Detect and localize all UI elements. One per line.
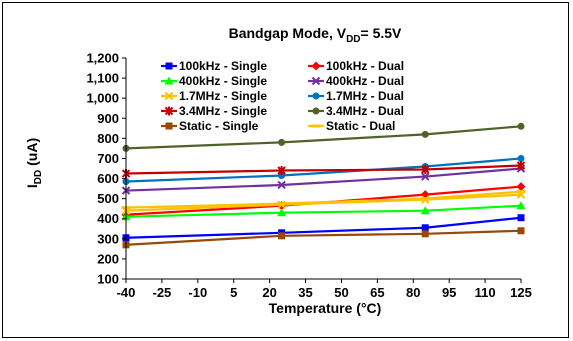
legend-swatch-marker: [312, 92, 320, 100]
data-point: [516, 160, 526, 170]
y-tick-label: 800: [97, 131, 119, 146]
data-point: [278, 138, 286, 146]
chart-title: Bandgap Mode, VDD= 5.5V: [229, 25, 402, 45]
data-point: [517, 154, 525, 162]
x-tick-label: -10: [188, 285, 207, 300]
y-tick-label: 500: [97, 191, 119, 206]
legend-entry: 3.4MHz - Single: [161, 104, 267, 118]
legend-entry: Static - Dual: [308, 119, 395, 133]
x-tick-label: 80: [406, 285, 420, 300]
legend-label: 1.7MHz - Dual: [326, 89, 404, 103]
data-point: [277, 202, 287, 206]
legend-swatch-marker: [164, 91, 174, 101]
legend-label: 3.4MHz - Dual: [326, 104, 404, 118]
data-point: [421, 130, 429, 138]
series-line: [125, 190, 522, 209]
y-tick-label: 900: [97, 111, 119, 126]
series-line: [125, 216, 522, 239]
data-point: [517, 214, 525, 222]
data-point: [420, 206, 430, 215]
data-point: [517, 227, 525, 235]
x-tick-label: -40: [117, 285, 136, 300]
legend-entry: Static - Single: [161, 119, 259, 133]
legend-entry: 3.4MHz - Dual: [308, 104, 404, 118]
data-point: [516, 190, 526, 194]
series-layer: [121, 122, 526, 249]
legend-swatch-marker: [164, 106, 174, 116]
x-tick-label: 20: [262, 285, 276, 300]
data-point: [421, 165, 430, 175]
y-tick-label: 300: [97, 231, 119, 246]
y-tick-labels: 100 200 300 400 500 600 700 800 900 1,000 1,100 1,2…: [86, 51, 119, 287]
series-line: [125, 229, 522, 246]
legend-swatch-marker: [312, 107, 320, 115]
legend-entry: 1.7MHz - Single: [161, 89, 267, 103]
legend-entry: 1.7MHz - Dual: [308, 89, 404, 103]
data-point: [277, 208, 287, 217]
data-point: [420, 197, 430, 201]
legend-label: 1.7MHz - Single: [179, 89, 267, 103]
data-point: [277, 180, 286, 190]
x-tick-label: -25: [153, 285, 172, 300]
data-point: [421, 172, 430, 181]
series-0: [122, 214, 525, 242]
y-tick-label: 400: [97, 211, 119, 226]
data-point: [421, 230, 429, 238]
data-point: [278, 172, 286, 180]
x-tick-label: 110: [475, 285, 496, 300]
series-line: [125, 185, 522, 216]
y-tick-label: 100: [97, 272, 119, 287]
x-tick-label: 50: [334, 285, 348, 300]
y-tick-label: 1,200: [86, 51, 119, 66]
legend-entry: 100kHz - Dual: [308, 59, 404, 73]
y-tick-label: 1,100: [86, 71, 119, 86]
data-point: [277, 166, 286, 176]
y-tick-label: 700: [97, 151, 119, 166]
x-tick-label: 95: [442, 285, 456, 300]
x-tick-label: 5: [230, 285, 237, 300]
legend-label: 100kHz - Dual: [326, 59, 404, 73]
legend-label: 3.4MHz - Single: [179, 104, 267, 118]
series-line: [125, 164, 522, 175]
legend-entry: 100kHz - Single: [161, 59, 267, 73]
legend-entry: 400kHz - Single: [161, 74, 267, 88]
x-tick-labels: -40 -25 -10 5 20 35 50 65 80 95 110 125: [117, 285, 532, 300]
y-tick-label: 1,000: [86, 91, 119, 106]
legend-swatch-marker: [311, 124, 321, 128]
series-line: [125, 167, 522, 192]
line-chart: Bandgap Mode, VDD= 5.5V 100kHz - Single 1…: [24, 25, 532, 316]
legend-label: Static - Dual: [326, 119, 395, 133]
x-tick-label: 125: [510, 285, 532, 300]
legend-swatch-marker: [164, 76, 174, 85]
y-axis-label: IDD (uA): [24, 138, 44, 188]
legend-swatch-marker: [311, 61, 321, 71]
y-tick-label: 200: [97, 251, 119, 266]
legend-label: Static - Single: [179, 119, 259, 133]
legend-label: 400kHz - Single: [179, 74, 267, 88]
legend-swatch-marker: [165, 122, 173, 130]
series-9: [121, 190, 526, 210]
data-point: [516, 201, 526, 210]
series-line: [125, 204, 522, 218]
data-point: [516, 182, 526, 192]
x-axis-label: Temperature (°C): [269, 300, 382, 316]
legend-entry: 400kHz - Dual: [308, 74, 404, 88]
legend: 100kHz - Single 100kHz - Dual 400kHz - Sin…: [161, 59, 404, 133]
y-tick-label: 600: [97, 171, 119, 186]
data-point: [278, 232, 286, 240]
x-tick-label: 65: [370, 285, 384, 300]
legend-label: 100kHz - Single: [179, 59, 267, 73]
data-point: [517, 122, 525, 130]
x-tick-label: 35: [298, 285, 312, 300]
legend-label: 400kHz - Dual: [326, 74, 404, 88]
legend-swatch-marker: [165, 62, 173, 70]
data-point: [421, 224, 429, 232]
axes: [122, 57, 522, 283]
legend-swatch-marker: [311, 76, 321, 86]
chart-frame: Bandgap Mode, VDD= 5.5V 100kHz - Single 1…: [2, 2, 569, 338]
series-line: [125, 125, 522, 150]
